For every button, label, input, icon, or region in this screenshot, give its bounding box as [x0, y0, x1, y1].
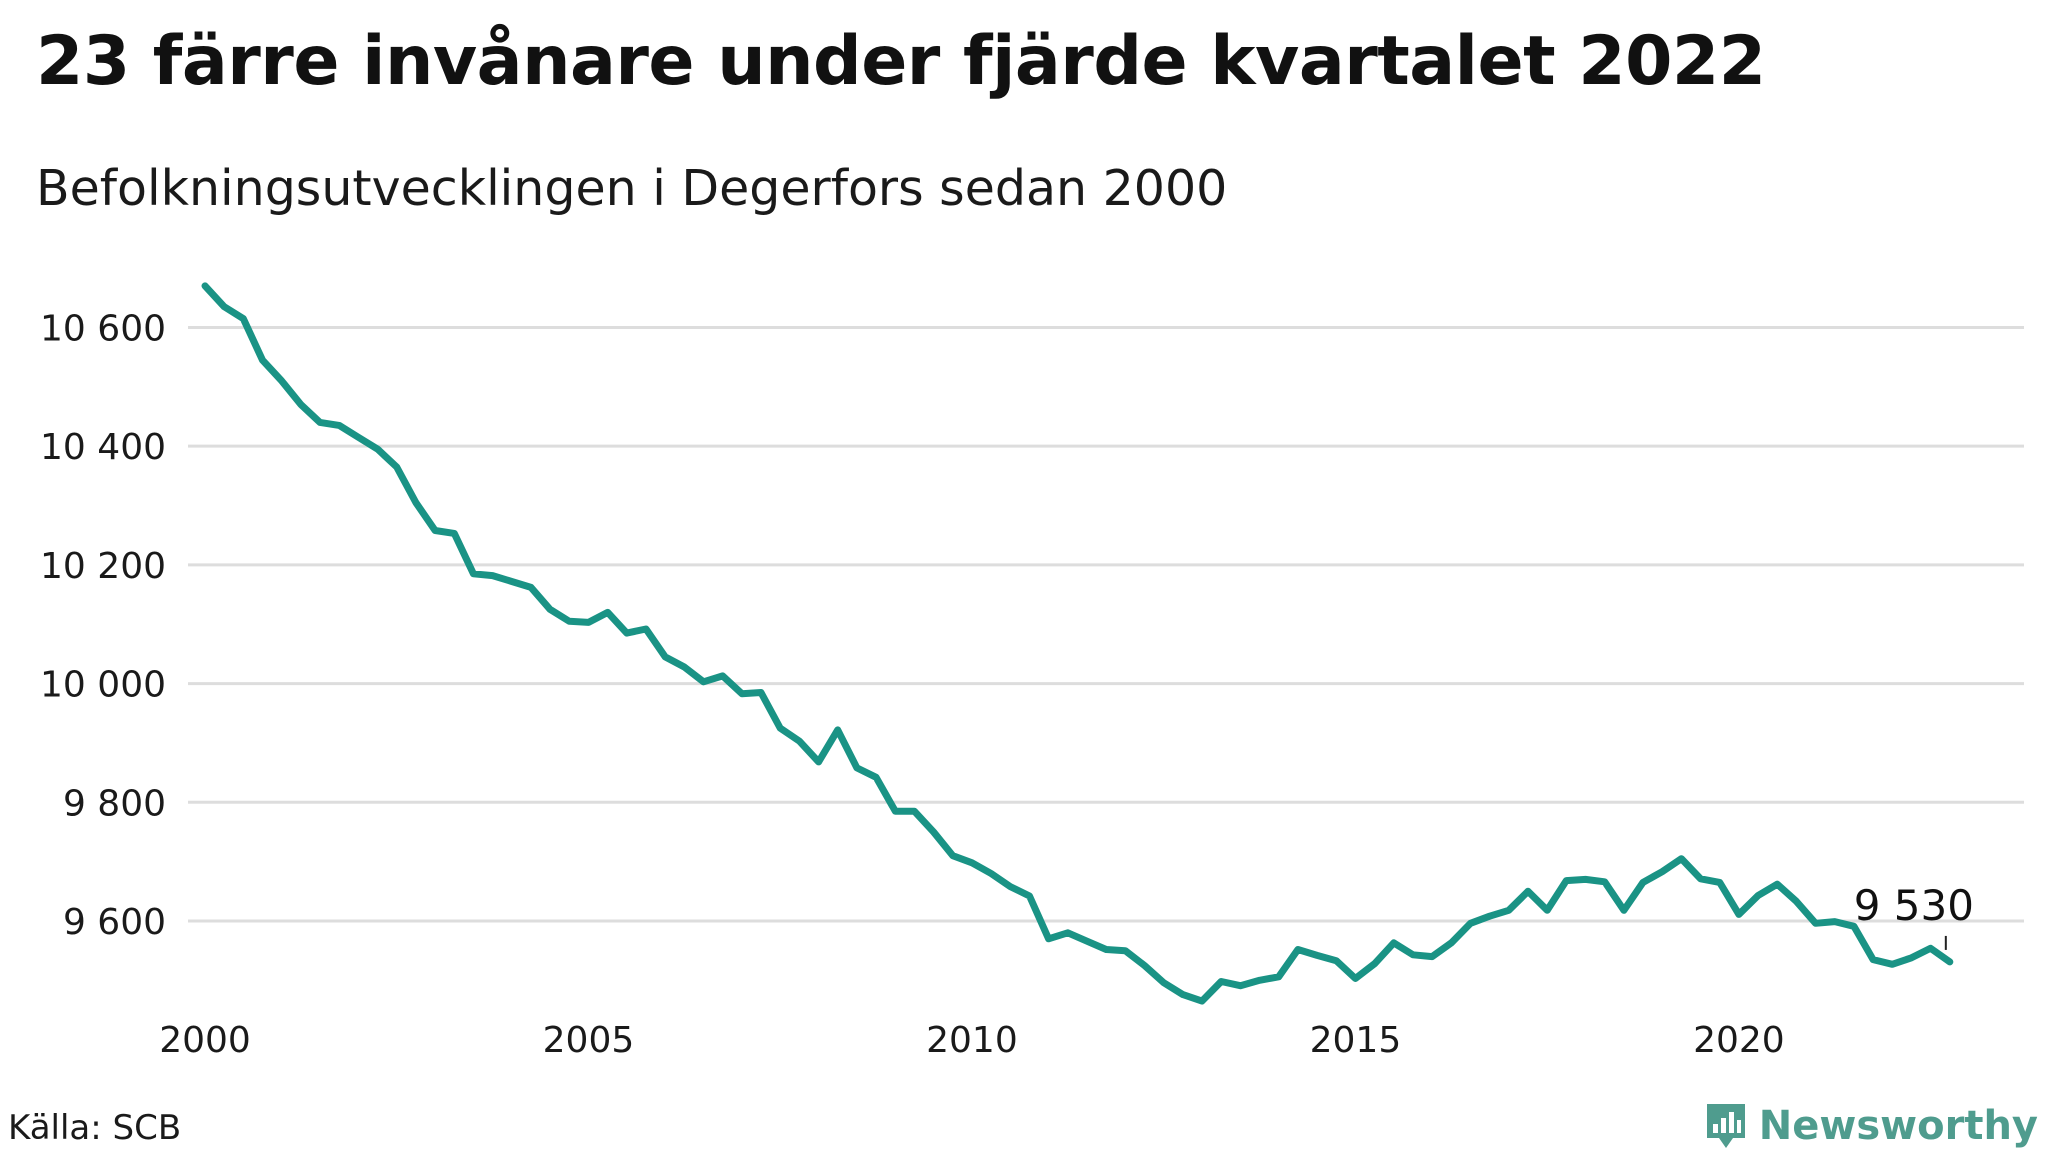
x-tick-label: 2015 — [1310, 1020, 1402, 1061]
x-tick-label: 2000 — [159, 1020, 251, 1061]
last-value-annotation: 9 530 — [1854, 881, 1974, 950]
y-tick-label: 10 400 — [40, 427, 166, 468]
series-group — [201, 282, 1954, 1005]
newsworthy-logo-icon — [1706, 1104, 1745, 1148]
x-tick-label: 2010 — [926, 1020, 1018, 1061]
chart-title: 23 färre invånare under fjärde kvartalet… — [36, 22, 1766, 101]
series-line — [201, 282, 1954, 1005]
x-tick-label: 2020 — [1693, 1020, 1785, 1061]
y-tick-label: 9 600 — [63, 902, 166, 943]
source-note: Källa: SCB — [8, 1108, 182, 1148]
y-tick-label: 9 800 — [63, 783, 166, 824]
y-tick-label: 10 200 — [40, 546, 166, 587]
last-value-label: 9 530 — [1854, 881, 1974, 930]
x-tick-label: 2005 — [543, 1020, 635, 1061]
brand-name: Newsworthy — [1758, 1103, 2038, 1149]
chart-subtitle: Befolkningsutvecklingen i Degerfors seda… — [36, 160, 1228, 217]
x-axis-ticks: 2000 2005 2010 2015 2020 — [159, 1020, 1785, 1061]
y-axis-ticks: 9 600 9 800 10 000 10 200 10 400 10 600 — [40, 308, 166, 942]
y-tick-label: 10 000 — [40, 665, 166, 706]
y-tick-label: 10 600 — [40, 308, 166, 349]
brand-logo: Newsworthy — [1703, 1100, 2038, 1152]
gridlines — [188, 325, 2024, 923]
